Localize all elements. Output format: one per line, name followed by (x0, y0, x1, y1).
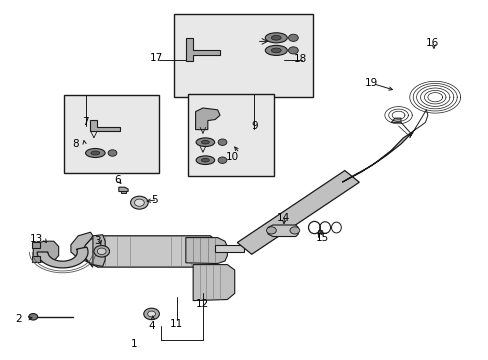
Polygon shape (90, 120, 120, 131)
Circle shape (29, 314, 38, 320)
Polygon shape (121, 191, 126, 193)
Circle shape (130, 196, 148, 209)
Text: 13: 13 (30, 234, 43, 244)
Ellipse shape (264, 45, 287, 55)
Polygon shape (267, 225, 298, 237)
Circle shape (147, 311, 155, 317)
Text: 15: 15 (315, 233, 329, 243)
Ellipse shape (288, 34, 298, 41)
FancyBboxPatch shape (173, 14, 312, 97)
Text: 6: 6 (114, 175, 121, 185)
FancyBboxPatch shape (188, 94, 273, 176)
Polygon shape (119, 187, 128, 192)
Polygon shape (342, 131, 412, 182)
Ellipse shape (264, 33, 287, 43)
Circle shape (289, 227, 299, 234)
Text: 2: 2 (15, 314, 22, 324)
Text: 7: 7 (82, 117, 89, 127)
Text: 9: 9 (250, 121, 257, 131)
Circle shape (97, 248, 106, 255)
Text: 19: 19 (364, 78, 378, 88)
Text: 1: 1 (131, 339, 138, 349)
Polygon shape (390, 118, 400, 122)
Text: 17: 17 (149, 53, 163, 63)
Text: 10: 10 (225, 152, 238, 162)
FancyBboxPatch shape (63, 95, 159, 173)
Text: 3: 3 (94, 236, 101, 246)
Ellipse shape (288, 47, 298, 54)
Polygon shape (185, 38, 220, 61)
Ellipse shape (201, 158, 209, 162)
Text: 5: 5 (150, 195, 157, 205)
Ellipse shape (196, 156, 214, 165)
Polygon shape (215, 245, 244, 252)
Text: 11: 11 (169, 319, 183, 329)
Polygon shape (81, 236, 217, 267)
Circle shape (143, 308, 159, 320)
Text: 8: 8 (72, 139, 79, 149)
Ellipse shape (108, 150, 117, 156)
Polygon shape (93, 235, 105, 266)
Ellipse shape (85, 148, 105, 158)
Ellipse shape (91, 151, 100, 155)
Text: 12: 12 (196, 299, 209, 309)
Polygon shape (32, 242, 40, 248)
Circle shape (134, 199, 144, 206)
Polygon shape (185, 238, 227, 264)
Ellipse shape (218, 139, 226, 145)
Text: 14: 14 (276, 213, 290, 223)
Text: 18: 18 (293, 54, 307, 64)
Polygon shape (237, 171, 359, 254)
Text: 4: 4 (148, 321, 155, 331)
Ellipse shape (218, 157, 226, 163)
Ellipse shape (271, 36, 281, 40)
Circle shape (266, 227, 276, 234)
Ellipse shape (196, 138, 214, 147)
Ellipse shape (201, 140, 209, 144)
Polygon shape (195, 108, 220, 130)
Ellipse shape (271, 48, 281, 53)
Polygon shape (32, 256, 40, 262)
Polygon shape (33, 241, 59, 262)
Polygon shape (71, 232, 93, 267)
Polygon shape (193, 265, 234, 301)
Circle shape (94, 246, 109, 257)
Polygon shape (37, 247, 88, 268)
Text: 16: 16 (425, 38, 439, 48)
